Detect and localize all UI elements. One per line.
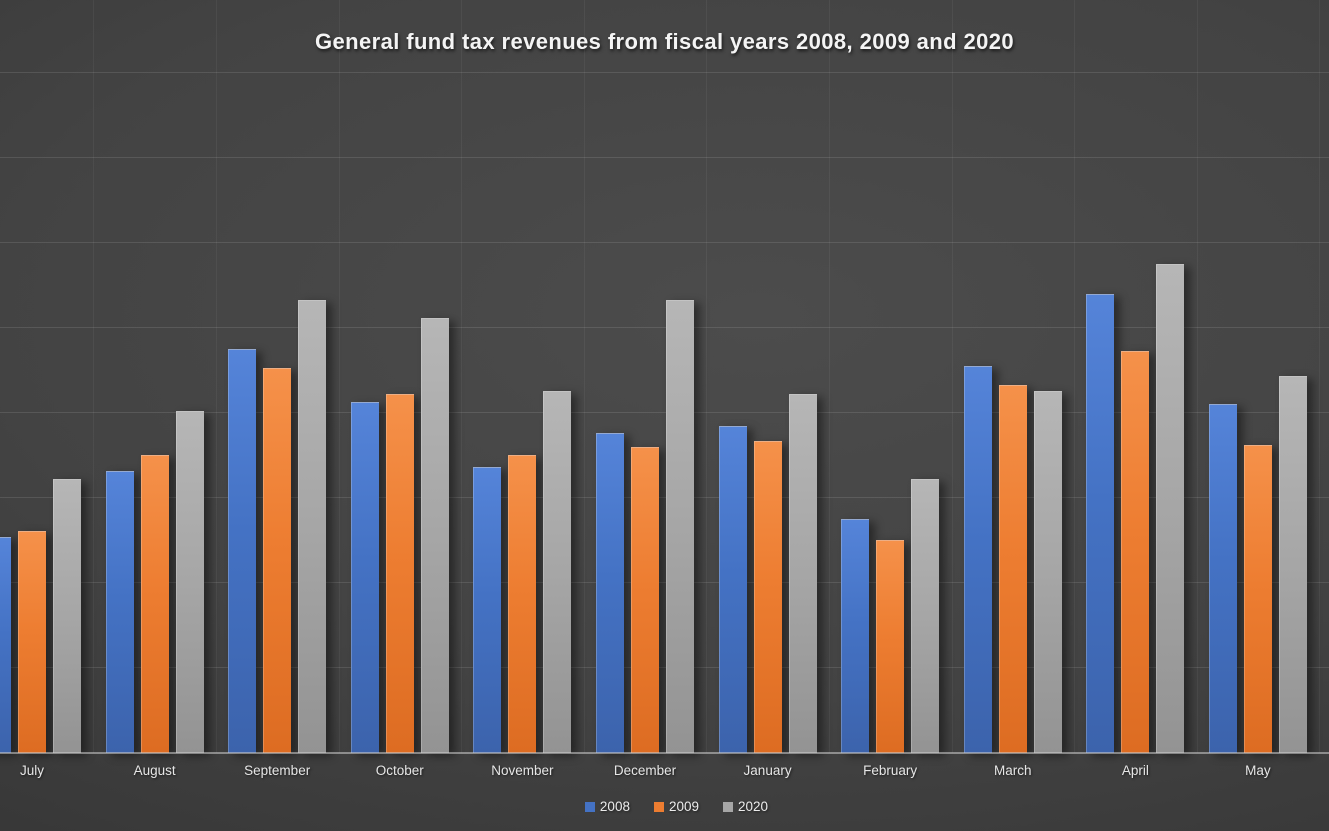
x-axis-labels: July August September October November Decemb…	[0, 763, 1307, 778]
x-axis-label-january: January	[743, 763, 792, 778]
gridline-vertical-7	[828, 0, 830, 753]
bar-2020-january	[788, 394, 817, 753]
bar-2008-august	[105, 470, 134, 753]
bar-2008-september	[228, 349, 257, 753]
gridline-horizontal-1	[0, 667, 1329, 668]
legend-label-2020: 2020	[738, 799, 769, 814]
x-axis-label-may: May	[1245, 763, 1271, 778]
bar-2020-september	[298, 299, 327, 753]
x-axis-label-october: October	[375, 763, 424, 778]
bar-2008-march	[963, 366, 992, 753]
bar-2020-december	[665, 299, 694, 753]
gridline-vertical-9	[1074, 0, 1076, 753]
x-axis-label-april: April	[1121, 763, 1149, 778]
x-axis-label-december: December	[613, 763, 677, 778]
bar-group-march	[963, 366, 1062, 753]
bar-2009-september	[263, 367, 292, 753]
legend-item-2020: 2020	[723, 799, 768, 814]
chart-title: General fund tax revenues from fiscal ye…	[314, 28, 1014, 54]
bar-2020-november	[543, 390, 572, 753]
legend-label-2009: 2009	[668, 799, 700, 814]
x-axis-label-november: November	[491, 763, 554, 778]
bar-2008-february	[841, 519, 870, 753]
gridline-horizontal-7	[0, 157, 1329, 158]
gridline-vertical-5	[583, 0, 585, 753]
chart-legend: 2008 2009 2020	[12, 799, 1329, 814]
gridline-horizontal-6	[0, 242, 1329, 243]
bar-2008-april	[1086, 293, 1115, 753]
bar-2009-december	[630, 446, 659, 753]
bar-group-september	[228, 299, 327, 753]
bar-2008-july	[0, 536, 11, 753]
bar-2009-may	[1243, 445, 1272, 753]
gridline-vertical-2	[215, 0, 217, 753]
x-axis-label-july: July	[19, 763, 44, 778]
legend-item-2009: 2009	[653, 799, 700, 814]
bar-2020-october	[420, 317, 449, 753]
gridline-vertical-3	[338, 0, 340, 753]
legend-swatch-2009	[653, 801, 664, 812]
gridline-horizontal-4	[0, 412, 1329, 413]
bar-group-october	[350, 317, 449, 753]
plot-area	[0, 0, 1329, 754]
x-axis-label-august: August	[133, 763, 176, 778]
x-axis-label-september: September	[244, 763, 311, 778]
bar-2008-november	[473, 467, 502, 753]
bar-2008-may	[1208, 404, 1237, 753]
bar-2020-february	[911, 479, 940, 753]
gridline-horizontal-5	[0, 327, 1329, 328]
gridline-vertical-10	[1196, 0, 1198, 753]
gridline-vertical-1	[93, 0, 95, 753]
bar-groups	[0, 264, 1307, 753]
gridline-horizontal-8	[0, 72, 1329, 73]
x-axis-line	[0, 752, 1329, 754]
bar-group-december	[595, 299, 694, 753]
bar-2008-january	[718, 425, 747, 753]
bar-2009-october	[385, 394, 414, 753]
gridline-vertical-11	[1319, 0, 1321, 753]
bar-2009-february	[876, 540, 905, 753]
bar-group-february	[841, 479, 940, 753]
legend-label-2008: 2008	[599, 799, 630, 814]
bar-2009-march	[998, 384, 1027, 753]
bar-2009-january	[753, 440, 782, 753]
gridline-horizontal-3	[0, 497, 1329, 498]
bar-2020-april	[1156, 264, 1185, 753]
gridline-vertical-6	[706, 0, 708, 753]
bar-2020-may	[1278, 376, 1307, 753]
bar-2009-november	[508, 455, 537, 753]
bar-2020-march	[1033, 390, 1062, 753]
x-axis-label-february: February	[863, 763, 918, 778]
bar-2020-july	[53, 479, 81, 753]
bar-2008-october	[350, 401, 379, 753]
bar-group-november	[473, 390, 572, 753]
bar-group-january	[718, 394, 817, 753]
gridline-horizontal-2	[0, 582, 1329, 583]
bar-2020-august	[175, 411, 204, 753]
legend-item-2008: 2008	[584, 799, 630, 814]
gridline-vertical-8	[951, 0, 953, 753]
gridline-vertical-4	[461, 0, 463, 753]
bar-2009-august	[140, 455, 169, 753]
x-axis-label-march: March	[993, 763, 1032, 778]
bar-2009-april	[1121, 350, 1150, 753]
legend-swatch-2008	[584, 801, 595, 812]
bar-group-april	[1086, 264, 1185, 753]
bar-group-august	[105, 411, 204, 753]
legend-swatch-2020	[723, 801, 734, 812]
bar-2008-december	[595, 433, 624, 753]
bar-group-july	[0, 479, 81, 753]
bar-2009-july	[18, 531, 46, 753]
bar-group-may	[1208, 376, 1307, 753]
